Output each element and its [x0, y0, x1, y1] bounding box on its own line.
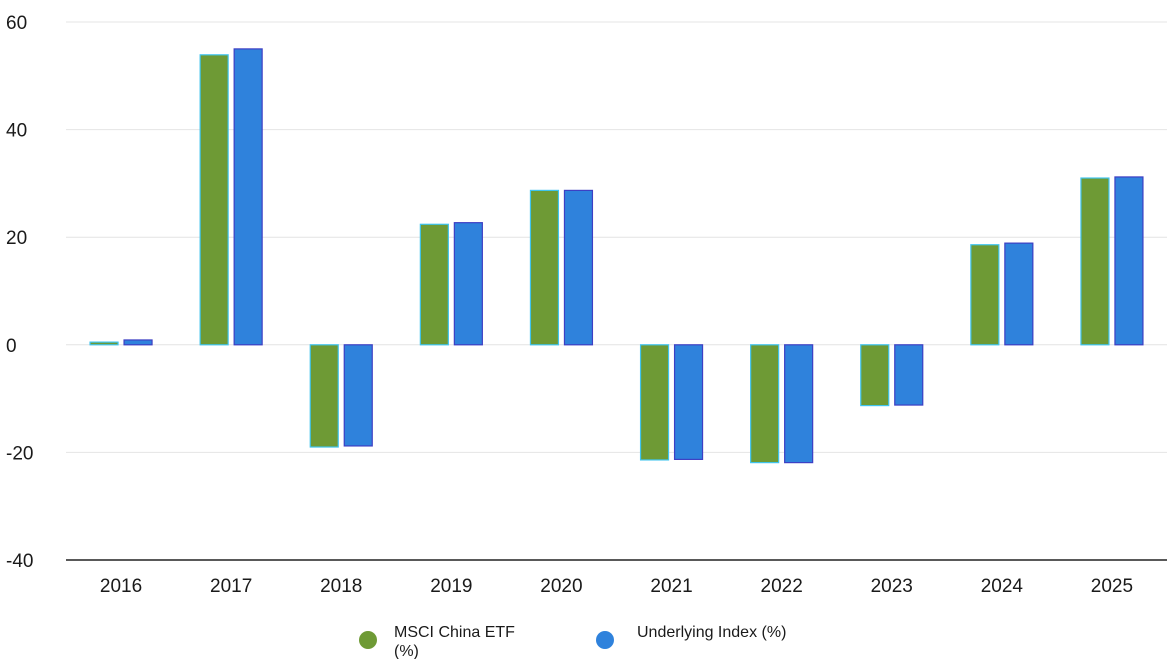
y-tick-label: -20 — [6, 443, 33, 464]
x-tick-label: 2020 — [540, 576, 582, 597]
axes: -40 -20 0 20 40 60 2016 2017 2018 2019 2020 2021 202… — [6, 13, 1167, 597]
x-tick-label: 2017 — [210, 576, 252, 597]
y-tick-label: 0 — [6, 336, 17, 357]
legend-label: MSCI China ETF (%) — [394, 624, 515, 659]
y-tick-label: 40 — [6, 121, 27, 142]
x-tick-label: 2021 — [650, 576, 692, 597]
bars — [89, 48, 1144, 464]
legend-label: Underlying Index (%) — [637, 624, 786, 641]
y-tick-label: -40 — [6, 551, 33, 572]
x-tick-label: 2025 — [1091, 576, 1133, 597]
bar-index-2019 — [453, 222, 483, 346]
bar-index-2022 — [784, 344, 814, 464]
x-tick-label: 2022 — [761, 576, 803, 597]
bar-index-2025 — [1114, 176, 1144, 346]
bar-index-2016 — [123, 339, 153, 346]
legend: MSCI China ETF (%) Underlying Index (%) — [359, 624, 786, 659]
x-tick-label: 2019 — [430, 576, 472, 597]
bar-etf-2024 — [970, 244, 1000, 346]
bar-etf-2022 — [750, 344, 780, 464]
bar-etf-2025 — [1080, 177, 1110, 346]
x-tick-label: 2024 — [981, 576, 1024, 597]
bar-index-2024 — [1004, 242, 1034, 346]
bar-etf-2020 — [529, 189, 560, 346]
bar-index-2017 — [233, 48, 263, 346]
bar-index-2021 — [673, 344, 704, 460]
bar-etf-2018 — [309, 344, 339, 448]
y-tick-label: 60 — [6, 13, 27, 34]
x-tick-label: 2023 — [871, 576, 913, 597]
x-tick-label: 2018 — [320, 576, 362, 597]
bar-index-2023 — [894, 344, 924, 406]
x-tick-label: 2016 — [100, 576, 142, 597]
bar-etf-2016 — [89, 341, 119, 346]
bar-etf-2023 — [860, 344, 890, 407]
bar-etf-2019 — [419, 223, 449, 346]
bar-index-2020 — [563, 189, 594, 346]
bar-index-2018 — [343, 344, 373, 447]
bar-etf-2021 — [639, 344, 670, 461]
legend-marker — [359, 631, 377, 649]
y-tick-label: 20 — [6, 228, 27, 249]
bar-etf-2017 — [199, 54, 229, 346]
gridlines — [66, 21, 1167, 453]
legend-marker — [596, 631, 614, 649]
